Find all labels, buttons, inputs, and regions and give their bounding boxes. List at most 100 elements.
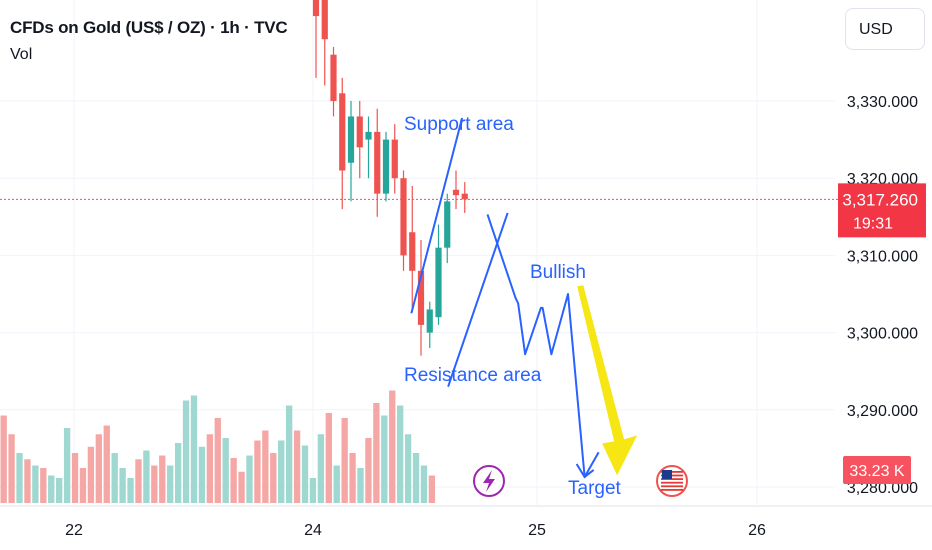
time-tick-label: 25	[528, 522, 546, 539]
volume-bar	[278, 440, 285, 503]
annotation-labels: Support area Resistance area Bullish Target	[404, 114, 622, 499]
volume-bar	[111, 453, 118, 503]
volume-bar	[174, 443, 182, 503]
time-axis: 22 24 25 26	[0, 505, 932, 539]
volume-bar	[270, 453, 277, 503]
us-flag-event-icon[interactable]	[656, 465, 688, 497]
candle-body	[321, 0, 328, 40]
volume-bar	[48, 475, 55, 503]
time-tick-label: 22	[65, 522, 83, 539]
volume-bar	[293, 430, 301, 503]
annotation-bullish: Bullish	[530, 262, 586, 283]
candle-body	[365, 131, 372, 140]
volume-bar	[40, 468, 47, 503]
volume-bar	[159, 455, 166, 503]
volume-bar	[412, 453, 420, 503]
volume-bar	[238, 471, 245, 503]
candle-body	[374, 131, 381, 194]
candle-body	[444, 201, 451, 248]
flag-stripe	[661, 489, 683, 491]
currency-button[interactable]: USD	[845, 8, 925, 50]
flag-canton	[662, 470, 672, 479]
volume-bar	[16, 453, 23, 503]
candle-body	[391, 139, 398, 179]
volume-bar	[341, 418, 348, 503]
candle-body	[400, 178, 407, 256]
price-tick-label: 3,290.000	[847, 403, 918, 420]
time-tick-label: 24	[304, 522, 322, 539]
volume-bar	[397, 405, 404, 503]
projected-path	[486, 214, 600, 478]
volume-bar	[71, 453, 79, 503]
volume-bar	[87, 446, 95, 503]
price-tick-label: 3,330.000	[847, 94, 918, 111]
volume-bar	[309, 478, 317, 503]
countdown-timer: 19:31	[853, 215, 893, 232]
candle-body	[339, 93, 346, 171]
volume-bar	[428, 475, 436, 503]
volume-bar	[349, 453, 356, 503]
volume-bar	[373, 403, 380, 503]
volume-bar	[24, 459, 31, 503]
annotation-resistance: Resistance area	[404, 365, 542, 386]
volume-bar	[198, 446, 206, 503]
current-price-value: 3,317.260	[842, 190, 918, 209]
volume-bar	[285, 405, 293, 503]
volume-bar	[365, 438, 372, 503]
volume-bar	[246, 455, 253, 503]
flag-stripe	[661, 485, 683, 488]
lightning-event-icon[interactable]	[473, 465, 505, 497]
volume-bar	[95, 434, 102, 503]
volume-bar	[333, 465, 340, 503]
event-icons	[473, 465, 688, 497]
candle-body	[409, 232, 416, 271]
price-tick-label: 3,300.000	[847, 326, 918, 343]
volume-bar	[167, 465, 174, 503]
candle-body	[426, 309, 433, 333]
volume-bar	[206, 434, 214, 503]
volume-bar	[381, 415, 388, 503]
volume-bar	[32, 465, 39, 503]
volume-bar	[135, 459, 142, 503]
annotation-target: Target	[568, 478, 622, 499]
volume-bars	[0, 390, 436, 503]
chart-legend: CFDs on Gold (US$ / OZ) · 1h · TVC Vol	[10, 18, 288, 64]
volume-value-badge	[843, 456, 911, 484]
candle-body	[417, 270, 425, 325]
candle-body	[330, 54, 337, 101]
flag-stripe	[661, 478, 683, 480]
annotation-support: Support area	[404, 114, 514, 135]
volume-label[interactable]: Vol	[10, 46, 33, 63]
volume-bar	[301, 445, 309, 503]
volume-value: 33.23 K	[849, 463, 904, 480]
volume-bar	[214, 418, 221, 503]
price-tick-label: 3,310.000	[847, 248, 918, 265]
candle-body	[312, 0, 320, 17]
volume-bar	[254, 440, 261, 503]
volume-bar	[103, 425, 110, 503]
price-tick-label: 3,280.000	[847, 480, 918, 497]
volume-bar	[420, 465, 428, 503]
candles	[312, 0, 468, 356]
volume-bar	[79, 468, 87, 503]
support-trendline	[410, 117, 464, 314]
current-price-badge	[838, 183, 926, 238]
bearish-arrow	[577, 285, 638, 476]
candle-body	[382, 139, 390, 194]
volume-bar	[151, 465, 158, 503]
time-tick-label: 26	[748, 522, 766, 539]
volume-bar	[190, 395, 198, 503]
price-axis: 3,330.0003,320.0003,310.0003,300.0003,29…	[838, 94, 926, 497]
volume-bar	[63, 428, 71, 503]
volume-bar	[8, 434, 15, 503]
volume-bar	[357, 468, 364, 503]
symbol-title[interactable]: CFDs on Gold (US$ / OZ) · 1h · TVC	[10, 18, 288, 37]
volume-bar	[325, 413, 332, 503]
candle-body	[356, 116, 363, 148]
candle-body	[461, 193, 468, 200]
volume-bar	[0, 415, 7, 503]
resistance-trendline	[447, 212, 509, 387]
volume-bar	[230, 458, 237, 503]
volume-bar	[262, 430, 269, 503]
